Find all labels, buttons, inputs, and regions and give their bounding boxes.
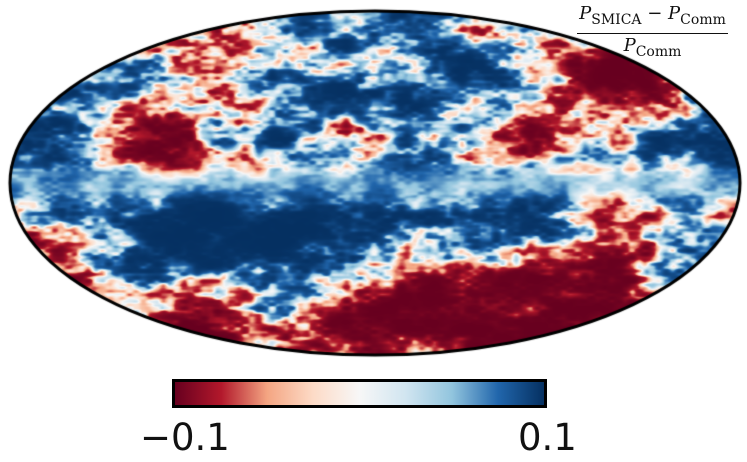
colorbar-max-label: 0.1 bbox=[518, 416, 577, 459]
colorbar bbox=[172, 379, 547, 408]
colorbar-quantity-formula: PSMICA − PComm PComm bbox=[560, 2, 745, 64]
formula-denominator: PComm bbox=[623, 35, 682, 60]
formula-numerator: PSMICA − PComm bbox=[577, 2, 728, 34]
colorbar-min-label: −0.1 bbox=[140, 416, 230, 459]
mollweide-sky-map bbox=[0, 0, 747, 372]
